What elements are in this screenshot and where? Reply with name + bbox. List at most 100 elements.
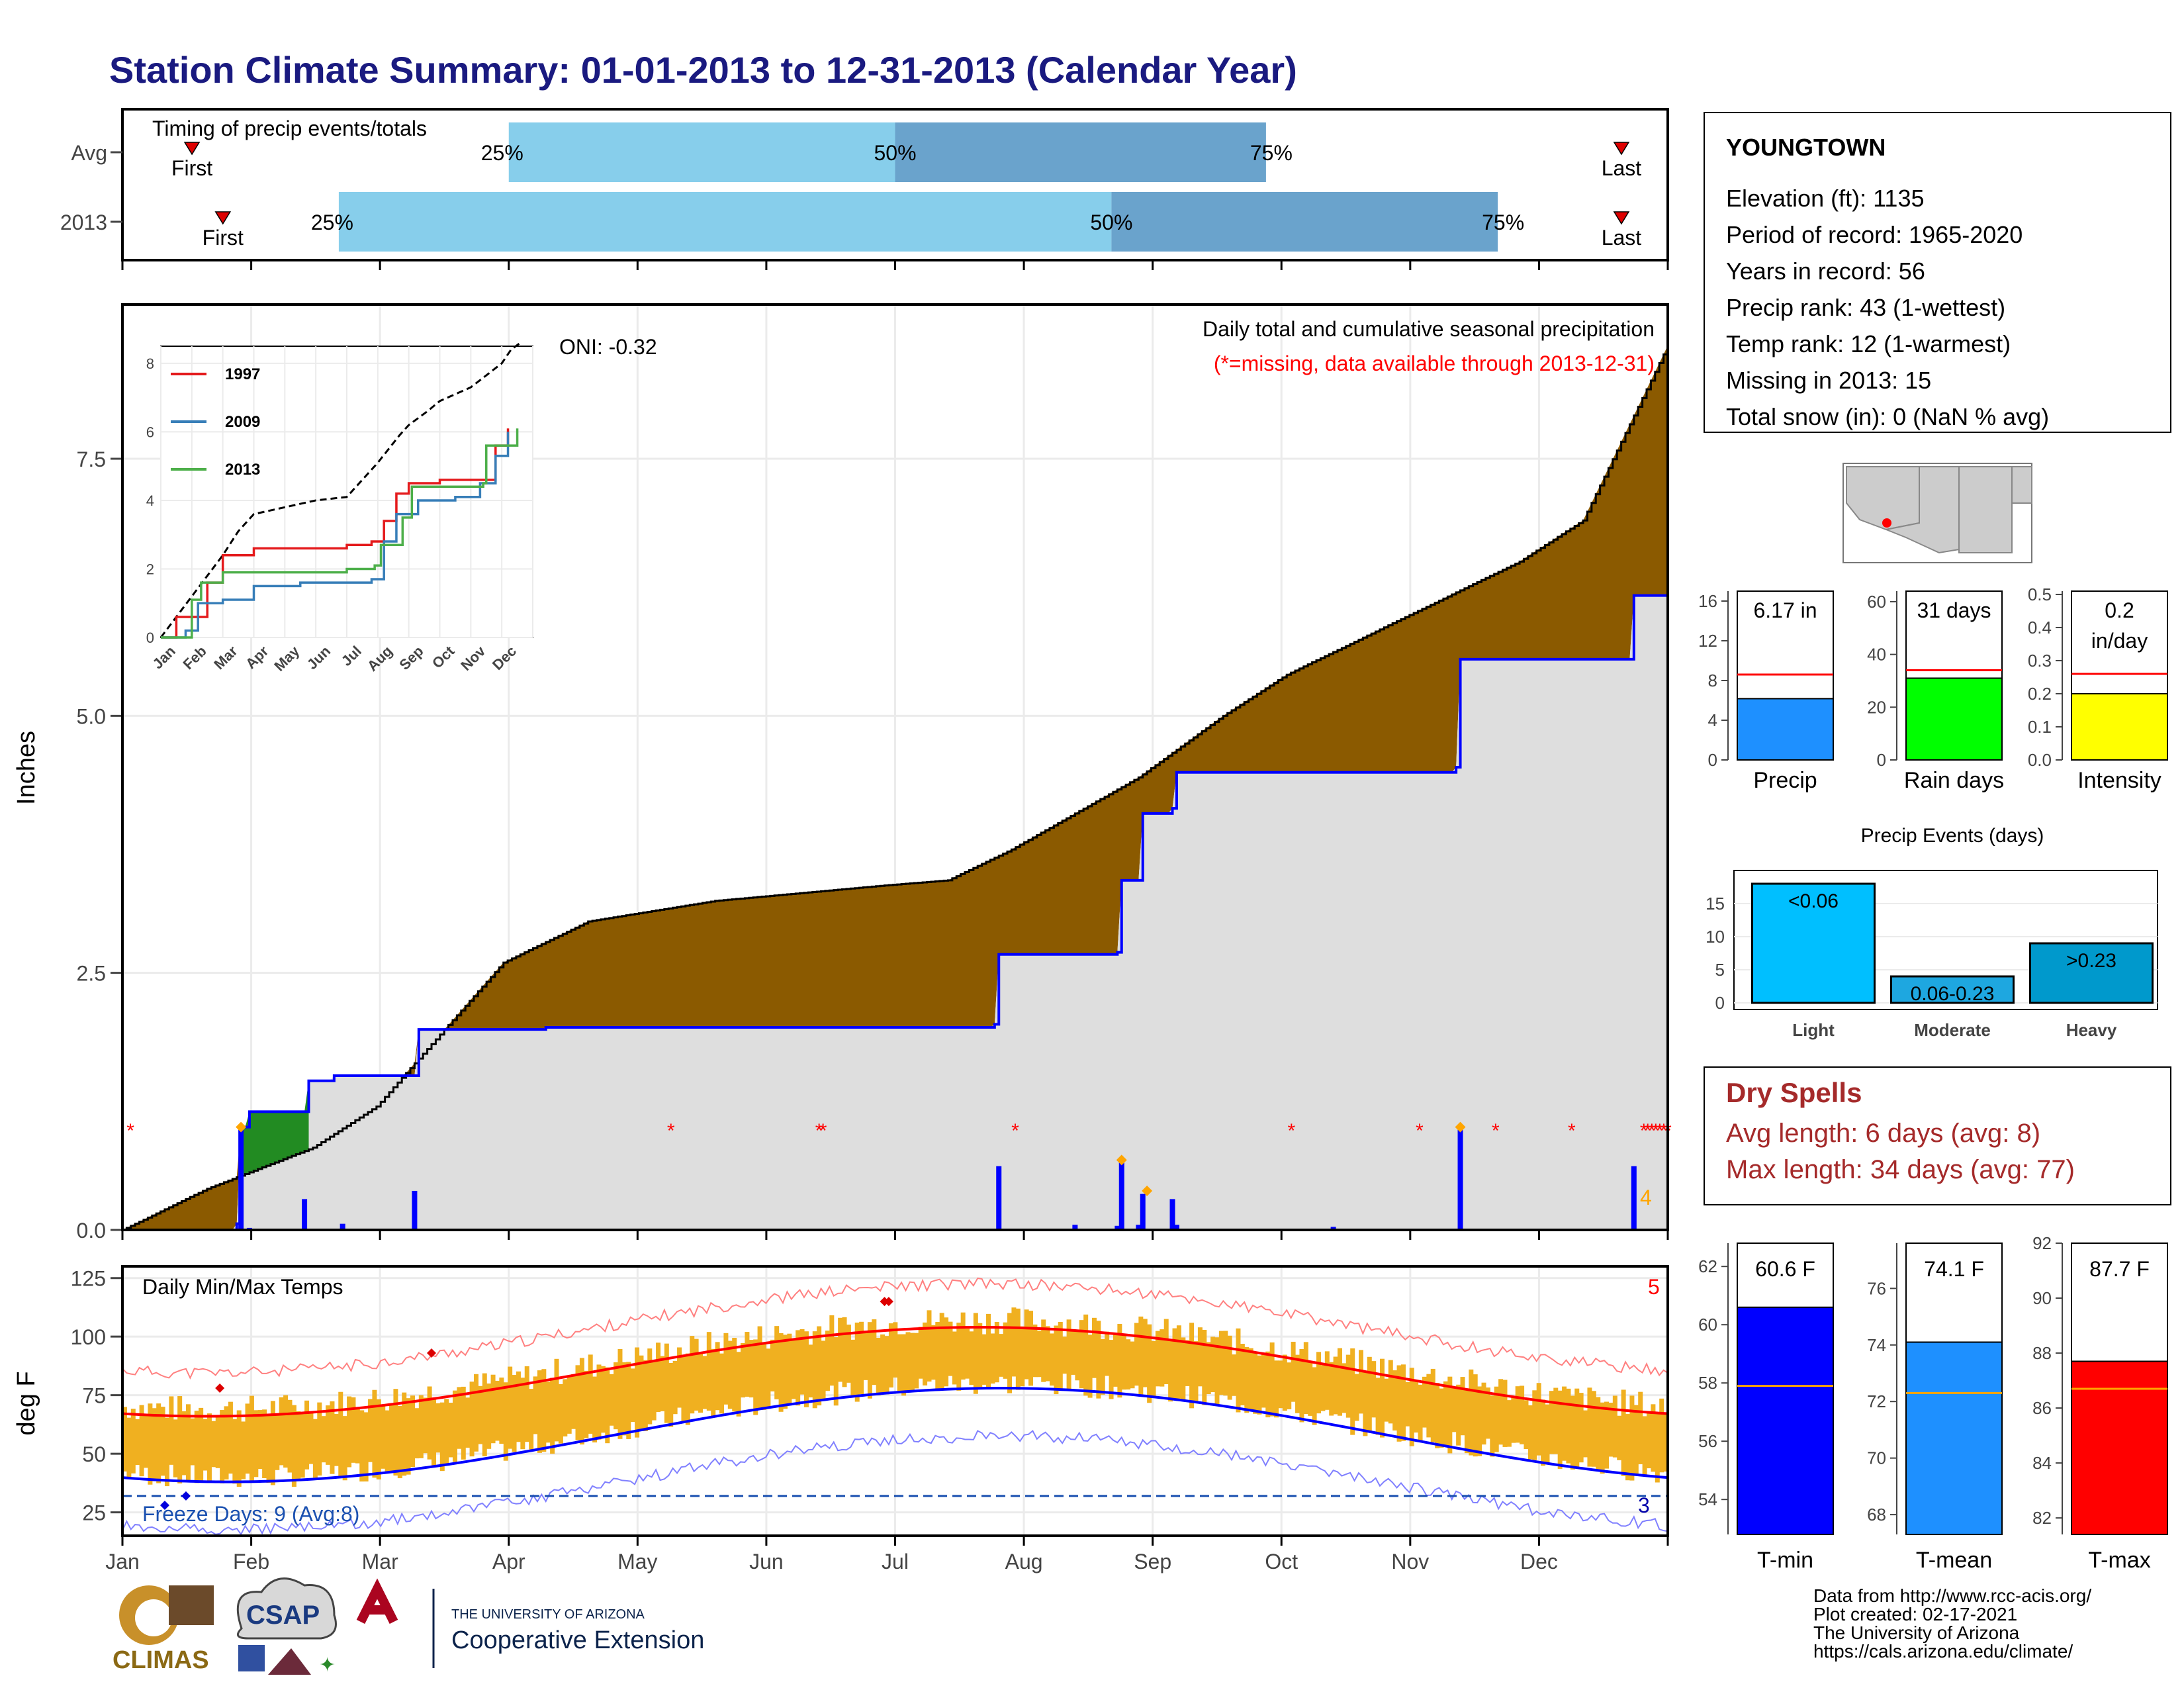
missing-marker: *	[1011, 1120, 1019, 1142]
daily-temp-bar	[1430, 1368, 1435, 1442]
daily-temp-bar	[944, 1317, 949, 1387]
daily-temp-bar	[1121, 1334, 1126, 1390]
daily-temp-bar	[876, 1337, 881, 1395]
daily-temp-bar	[1050, 1333, 1054, 1386]
daily-temp-bar	[368, 1399, 373, 1462]
daily-temp-bar	[1338, 1348, 1343, 1416]
temp-summary-bar	[1905, 1341, 2003, 1535]
daily-temp-bar	[1612, 1395, 1617, 1458]
daily-temp-bar	[1498, 1379, 1504, 1445]
daily-temp-bar	[177, 1396, 183, 1484]
daily-temp-bar	[418, 1395, 424, 1458]
footer-line-1: Data from http://www.rcc-acis.org/	[1813, 1585, 2091, 1606]
month-label: Jun	[749, 1550, 784, 1573]
daily-temp-bar	[799, 1329, 805, 1395]
temp-y-tick-label: 125	[71, 1267, 106, 1291]
daily-temp-bar	[185, 1404, 191, 1482]
daily-temp-bar	[224, 1406, 229, 1479]
daily-temp-bar	[537, 1370, 542, 1453]
missing-marker: *	[819, 1120, 827, 1142]
timing-pct-25: 25%	[311, 211, 353, 234]
events-bar	[1890, 975, 2015, 1004]
daily-temp-bar	[1265, 1351, 1271, 1418]
station-frame	[1704, 112, 2171, 433]
daily-precip-bar	[1118, 1158, 1124, 1230]
daily-temp-bar	[1227, 1335, 1232, 1400]
daily-temp-bar	[275, 1414, 280, 1470]
daily-temp-bar	[994, 1321, 999, 1383]
daily-temp-bar	[1532, 1390, 1537, 1460]
climas-block-icon	[169, 1585, 214, 1625]
precip-frame	[121, 303, 1669, 1231]
summary-bar-tick-label: 0	[1877, 750, 1886, 770]
daily-precip-bar	[1631, 1166, 1637, 1230]
daily-temp-bar	[821, 1340, 826, 1400]
timing-row-label: 2013	[60, 211, 107, 234]
daily-precip-bar	[1140, 1194, 1146, 1230]
daily-temp-bar	[524, 1366, 529, 1442]
daily-precip-bar	[302, 1199, 308, 1230]
daily-temp-bar	[685, 1353, 690, 1425]
station-detail-line: Period of record: 1965-2020	[1726, 221, 2023, 248]
uofa-big-text: Cooperative Extension	[451, 1626, 704, 1654]
record-marker-icon	[1455, 1121, 1466, 1133]
daily-temp-bar	[1274, 1360, 1279, 1418]
summary-bar-label: Rain days	[1904, 768, 2004, 793]
month-label: Aug	[1005, 1550, 1043, 1573]
summary-bar-label: Intensity	[2077, 768, 2161, 793]
temp-y-label: deg F	[13, 1371, 40, 1435]
climas-text: CLIMAS	[113, 1646, 209, 1674]
precip-y-label: Inches	[13, 731, 40, 805]
daily-temp-bar	[257, 1410, 263, 1470]
daily-temp-bar	[605, 1367, 610, 1444]
daily-temp-bar	[1248, 1348, 1253, 1411]
daily-temp-bar	[1396, 1365, 1402, 1442]
daily-temp-bar	[1291, 1341, 1296, 1402]
daily-temp-bar	[1578, 1393, 1584, 1463]
daily-temp-bar	[1032, 1324, 1038, 1378]
daily-temp-bar	[909, 1333, 915, 1391]
daily-temp-bar	[1541, 1399, 1546, 1466]
daily-temp-bar	[291, 1405, 296, 1487]
daily-temp-bar	[1269, 1342, 1275, 1417]
daily-temp-bar	[1142, 1319, 1148, 1387]
daily-temp-bar	[1405, 1382, 1410, 1427]
daily-temp-bar	[283, 1395, 289, 1468]
daily-temp-bar	[770, 1339, 775, 1391]
daily-temp-bar	[457, 1387, 462, 1449]
daily-temp-bar	[1426, 1374, 1432, 1438]
daily-temp-bar	[520, 1378, 525, 1450]
daily-temp-bar	[639, 1355, 644, 1431]
daily-temp-bar	[1604, 1401, 1610, 1469]
page-title: Station Climate Summary: 01-01-2013 to 1…	[109, 49, 1297, 91]
daily-temp-bar	[1638, 1391, 1643, 1464]
record-high-marker-icon	[215, 1383, 225, 1393]
daily-temp-bar	[397, 1405, 402, 1479]
daily-temp-bar	[1583, 1410, 1588, 1458]
daily-temp-bar	[1303, 1342, 1308, 1415]
daily-temp-bar	[393, 1389, 398, 1476]
daily-precip-bar	[340, 1223, 345, 1230]
events-bar-label: 0.06-0.23	[1911, 983, 1995, 1005]
temp-summary-tick-label: 84	[2032, 1453, 2052, 1473]
daily-temp-bar	[1608, 1402, 1614, 1457]
daily-temp-bar	[863, 1331, 868, 1380]
temp-summary-label: T-min	[1757, 1548, 1813, 1573]
daily-temp-bar	[423, 1397, 428, 1454]
daily-temp-bar	[923, 1322, 928, 1385]
precip-header: Daily total and cumulative seasonal prec…	[1203, 317, 1655, 341]
daily-temp-bar	[1439, 1388, 1444, 1448]
daily-temp-bar	[956, 1323, 962, 1391]
daily-temp-bar	[609, 1374, 614, 1426]
daily-temp-bar	[1574, 1388, 1580, 1468]
daily-temp-bar	[791, 1340, 796, 1399]
daily-temp-bar	[1011, 1307, 1017, 1377]
daily-temp-bar	[592, 1376, 598, 1443]
daily-temp-bar	[1655, 1412, 1660, 1483]
daily-temp-bar	[850, 1339, 856, 1397]
temp-summary-tick-label: 72	[1867, 1391, 1886, 1411]
footer-line-4: https://cals.arizona.edu/climate/	[1813, 1641, 2073, 1662]
daily-temp-bar	[338, 1391, 343, 1478]
record-high-marker-icon	[884, 1297, 893, 1307]
record-marker-icon	[1116, 1154, 1127, 1166]
